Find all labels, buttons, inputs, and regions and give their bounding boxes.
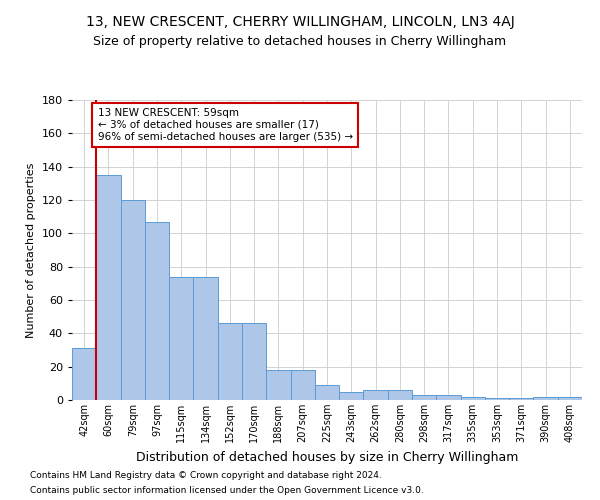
Bar (509, 398, 533, 400)
Text: 13, NEW CRESCENT, CHERRY WILLINGHAM, LINCOLN, LN3 4AJ: 13, NEW CRESCENT, CHERRY WILLINGHAM, LIN… (86, 15, 514, 29)
Bar (145, 222, 169, 400)
Bar (242, 324, 266, 400)
Bar (96, 175, 121, 400)
Bar (485, 398, 509, 400)
Bar (121, 200, 145, 400)
Bar (290, 370, 315, 400)
Text: 13 NEW CRESCENT: 59sqm
← 3% of detached houses are smaller (17)
96% of semi-deta: 13 NEW CRESCENT: 59sqm ← 3% of detached … (97, 108, 353, 142)
Bar (364, 390, 388, 400)
Bar (388, 390, 412, 400)
Bar (558, 396, 582, 400)
Bar (266, 370, 290, 400)
Text: Size of property relative to detached houses in Cherry Willingham: Size of property relative to detached ho… (94, 35, 506, 48)
Bar (461, 396, 485, 400)
Bar (412, 395, 436, 400)
Bar (315, 385, 339, 400)
X-axis label: Distribution of detached houses by size in Cherry Willingham: Distribution of detached houses by size … (136, 450, 518, 464)
Text: Contains public sector information licensed under the Open Government Licence v3: Contains public sector information licen… (30, 486, 424, 495)
Bar (436, 395, 461, 400)
Y-axis label: Number of detached properties: Number of detached properties (26, 162, 36, 338)
Text: Contains HM Land Registry data © Crown copyright and database right 2024.: Contains HM Land Registry data © Crown c… (30, 471, 382, 480)
Bar (533, 396, 558, 400)
Bar (193, 276, 218, 400)
Bar (169, 276, 193, 400)
Bar (339, 392, 364, 400)
Bar (218, 324, 242, 400)
Bar (72, 348, 96, 400)
